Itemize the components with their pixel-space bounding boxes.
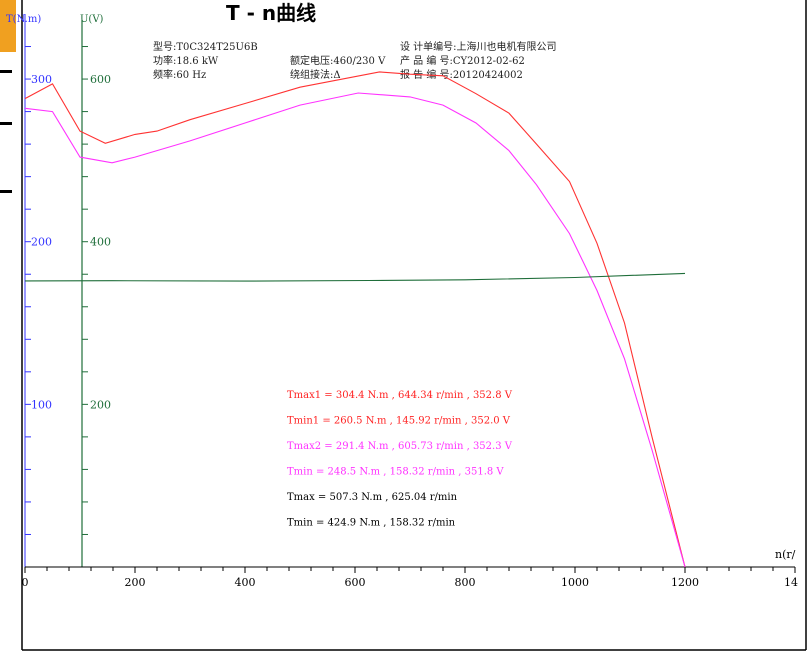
left-edge-mark bbox=[0, 70, 12, 73]
speed-tick-label: 14 bbox=[784, 576, 798, 589]
info-frequency: 频率:60 Hz bbox=[153, 68, 206, 81]
extrema-annotation: Tmax = 507.3 N.m , 625.04 r/min bbox=[287, 492, 458, 503]
left-tab-marker bbox=[0, 0, 16, 52]
voltage-tick-label: 200 bbox=[90, 398, 111, 411]
torque-tick-label: 200 bbox=[31, 236, 52, 249]
info-power: 功率:18.6 kW bbox=[153, 54, 219, 67]
left-edge-mark bbox=[0, 122, 12, 125]
speed-tick-label: 600 bbox=[345, 576, 366, 589]
torque-tick-label: 100 bbox=[31, 398, 52, 411]
speed-tick-label: 800 bbox=[455, 576, 476, 589]
torque-axis-label: T(N.m) bbox=[6, 14, 41, 25]
info-report-no: 报 告 编 号:20120424002 bbox=[400, 68, 523, 81]
voltage-tick-label: 400 bbox=[90, 236, 111, 249]
info-model: 型号:T0C324T25U6B bbox=[153, 40, 258, 53]
speed-tick-label: 400 bbox=[235, 576, 256, 589]
left-window-strip bbox=[0, 0, 18, 653]
chart-title: T - n曲线 bbox=[226, 1, 317, 25]
torque-tick-label: 300 bbox=[31, 73, 52, 86]
series-line-3 bbox=[24, 272, 686, 282]
series-line-1 bbox=[24, 71, 686, 568]
series-line-2 bbox=[24, 92, 686, 568]
extrema-annotation: Tmin = 248.5 N.m , 158.32 r/min , 351.8 … bbox=[287, 467, 504, 478]
speed-axis-label: n(r/ bbox=[775, 548, 796, 561]
left-edge-mark bbox=[0, 190, 12, 193]
info-design-no: 设 计单编号:上海川也电机有限公司 bbox=[400, 40, 557, 53]
extrema-annotation: Tmin = 424.9 N.m , 158.32 r/min bbox=[287, 518, 456, 529]
speed-tick-label: 1200 bbox=[671, 576, 699, 589]
extrema-annotation: Tmin1 = 260.5 N.m , 145.92 r/min , 352.0… bbox=[287, 416, 511, 427]
voltage-axis-label: U(V) bbox=[80, 14, 104, 25]
info-product-no: 产 品 编 号:CY2012-02-62 bbox=[400, 54, 525, 67]
voltage-tick-label: 600 bbox=[90, 73, 111, 86]
speed-tick-label: 1000 bbox=[561, 576, 589, 589]
extrema-annotation: Tmax1 = 304.4 N.m , 644.34 r/min , 352.8… bbox=[287, 390, 513, 401]
info-rated-voltage: 额定电压:460/230 V bbox=[290, 54, 386, 67]
info-winding: 绕组接法:Δ bbox=[290, 68, 341, 81]
speed-tick-label: 200 bbox=[125, 576, 146, 589]
extrema-annotation: Tmax2 = 291.4 N.m , 605.73 r/min , 352.3… bbox=[287, 441, 513, 452]
speed-tick-label: 0 bbox=[22, 576, 29, 589]
